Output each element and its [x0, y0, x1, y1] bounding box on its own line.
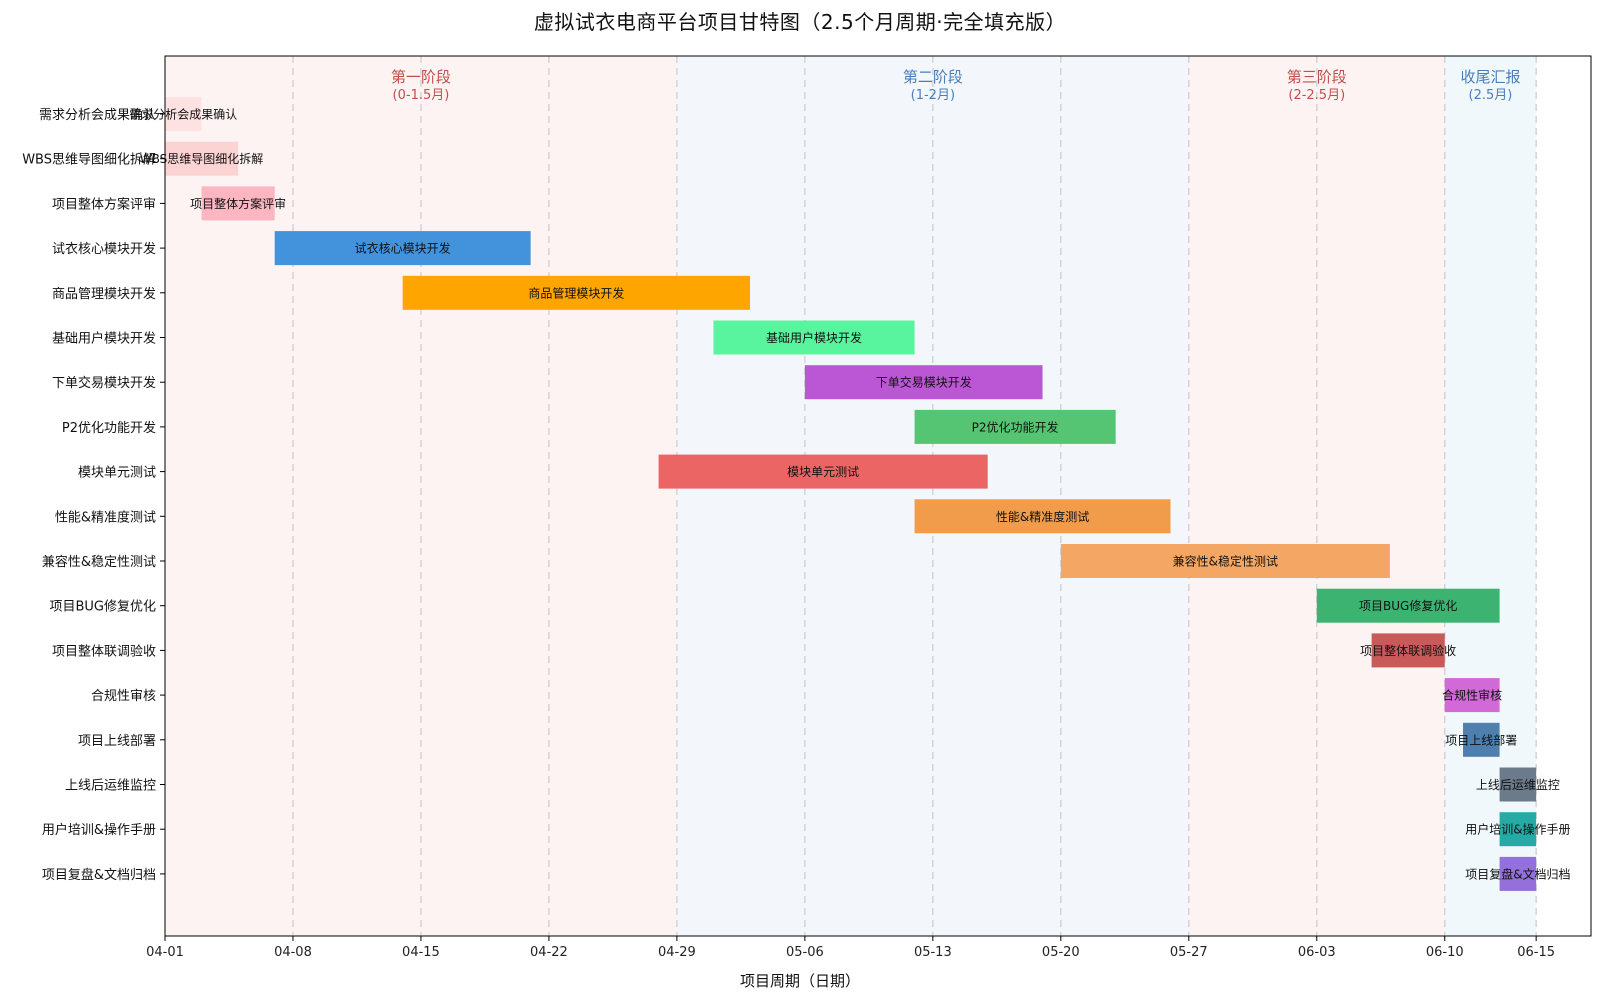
- task-bar-11: [1316, 588, 1500, 623]
- task-label-15: 上线后运维监控: [65, 779, 156, 794]
- x-tick-label-9: 06-03: [1298, 945, 1336, 960]
- task-bar-label-0: 需求分析会成果确认: [129, 108, 237, 122]
- task-bar-label-6: 下单交易模块开发: [876, 375, 972, 390]
- phase-name-0: 第一阶段: [391, 68, 451, 86]
- task-bar-9: [914, 499, 1171, 534]
- task-label-8: 模块单元测试: [78, 466, 156, 481]
- phase-name-2: 第三阶段: [1287, 68, 1347, 86]
- task-label-5: 基础用户模块开发: [52, 331, 156, 347]
- task-bar-label-4: 商品管理模块开发: [528, 285, 624, 300]
- phase-name-1: 第二阶段: [903, 68, 963, 86]
- x-tick-label-1: 04-08: [274, 945, 312, 960]
- task-bar-label-5: 基础用户模块开发: [766, 330, 862, 345]
- phase-labels: 第一阶段 (0-1.5月) 第二阶段 (1-2月) 第三阶段 (2-2.5月) 收尾汇报 (2…: [391, 68, 1521, 103]
- task-bar-label-2: 项目整体方案评审: [190, 196, 286, 211]
- x-tick-label-8: 05-27: [1170, 945, 1208, 960]
- task-bar-8: [658, 454, 988, 489]
- task-label-1: WBS思维导图细化拆解: [22, 153, 156, 168]
- phase-range-0: (0-1.5月): [393, 88, 450, 103]
- task-bar-1: [165, 141, 239, 176]
- x-tick-label-5: 05-06: [786, 945, 824, 960]
- task-bar-label-7: P2优化功能开发: [972, 419, 1059, 434]
- task-label-10: 兼容性&稳定性测试: [42, 554, 156, 570]
- task-bar-2: [201, 186, 275, 221]
- x-tick-label-3: 04-22: [530, 945, 568, 960]
- x-tick-label-7: 05-20: [1042, 945, 1080, 960]
- task-bar-10: [1060, 544, 1390, 578]
- task-label-7: P2优化功能开发: [62, 420, 156, 436]
- task-label-11: 项目BUG修复优化: [49, 600, 156, 615]
- task-bar-label-16: 用户培训&操作手册: [1465, 822, 1570, 837]
- task-bar-16: [1499, 812, 1537, 847]
- grid-lines: [292, 56, 1537, 936]
- task-bar-label-1: WBS思维导图细化拆解: [140, 151, 264, 166]
- task-label-6: 下单交易模块开发: [52, 375, 156, 391]
- task-bar-label-12: 项目整体联调验收: [1360, 643, 1456, 658]
- task-label-16: 用户培训&操作手册: [42, 822, 156, 838]
- task-bar-7: [914, 409, 1116, 444]
- task-bar-5: [713, 320, 915, 355]
- task-bar-label-10: 兼容性&稳定性测试: [1173, 554, 1278, 569]
- task-label-0: 需求分析会成果确认: [39, 108, 156, 123]
- task-label-4: 商品管理模块开发: [52, 286, 156, 302]
- task-label-9: 性能&精准度测试: [55, 509, 156, 525]
- task-bar-label-11: 项目BUG修复优化: [1359, 598, 1457, 613]
- task-bar-label-14: 项目上线部署: [1445, 732, 1517, 747]
- task-label-3: 试衣核心模块开发: [52, 241, 156, 257]
- x-tick-label-0: 04-01: [146, 945, 184, 960]
- y-axis-ticks: 需求分析会成果确认 WBS思维导图细化拆解项目整体方案评审试衣核心模块开发商品管理…: [22, 108, 165, 883]
- task-bar-3: [274, 231, 531, 266]
- task-bar-15: [1499, 767, 1537, 802]
- phase-band-3: [1444, 56, 1537, 936]
- task-label-13: 合规性审核: [91, 689, 156, 704]
- task-bar-4: [402, 275, 751, 310]
- phase-name-3: 收尾汇报: [1460, 68, 1520, 86]
- task-label-17: 项目复盘&文档归档: [42, 867, 156, 883]
- task-bar-label-3: 试衣核心模块开发: [355, 241, 451, 256]
- task-bar-label-17: 项目复盘&文档归档: [1465, 866, 1570, 881]
- task-label-2: 项目整体方案评审: [52, 196, 156, 212]
- task-label-12: 项目整体联调验收: [52, 643, 156, 659]
- x-tick-label-2: 04-15: [402, 945, 440, 960]
- task-bar-6: [804, 365, 1043, 400]
- task-bar-17: [1499, 856, 1537, 891]
- chart-title: 虚拟试衣电商平台项目甘特图（2.5个月周期·完全填充版）: [533, 10, 1067, 34]
- phase-range-3: (2.5月): [1469, 88, 1513, 103]
- phase-range-1: (1-2月): [911, 88, 955, 103]
- task-bar-14: [1463, 722, 1500, 757]
- x-axis-ticks: 04-01 04-08 04-15 04-22 04-29 05-06 05-13 05-20…: [146, 936, 1555, 960]
- phase-range-2: (2-2.5月): [1288, 88, 1345, 103]
- x-tick-label-6: 05-13: [914, 945, 952, 960]
- x-tick-label-4: 04-29: [658, 945, 696, 960]
- task-bar-label-15: 上线后运维监控: [1476, 778, 1560, 792]
- phase-backgrounds: [165, 56, 1537, 936]
- task-bar-0: [165, 97, 202, 131]
- task-bars: 需求分析会成果确认 WBS思维导图细化拆解项目整体方案评审试衣核心模块开发商品管理…: [129, 97, 1571, 891]
- plot-frame: [164, 55, 1592, 937]
- task-bar-label-13: 合规性审核: [1442, 688, 1502, 703]
- task-bar-13: [1444, 678, 1500, 713]
- task-label-14: 项目上线部署: [78, 734, 156, 749]
- task-bar-label-9: 性能&精准度测试: [996, 509, 1089, 524]
- x-tick-label-10: 06-10: [1426, 945, 1464, 960]
- x-tick-label-11: 06-15: [1517, 945, 1555, 960]
- task-bar-label-8: 模块单元测试: [787, 464, 859, 479]
- x-axis-label: 项目周期（日期）: [739, 972, 860, 990]
- task-bar-12: [1371, 633, 1445, 668]
